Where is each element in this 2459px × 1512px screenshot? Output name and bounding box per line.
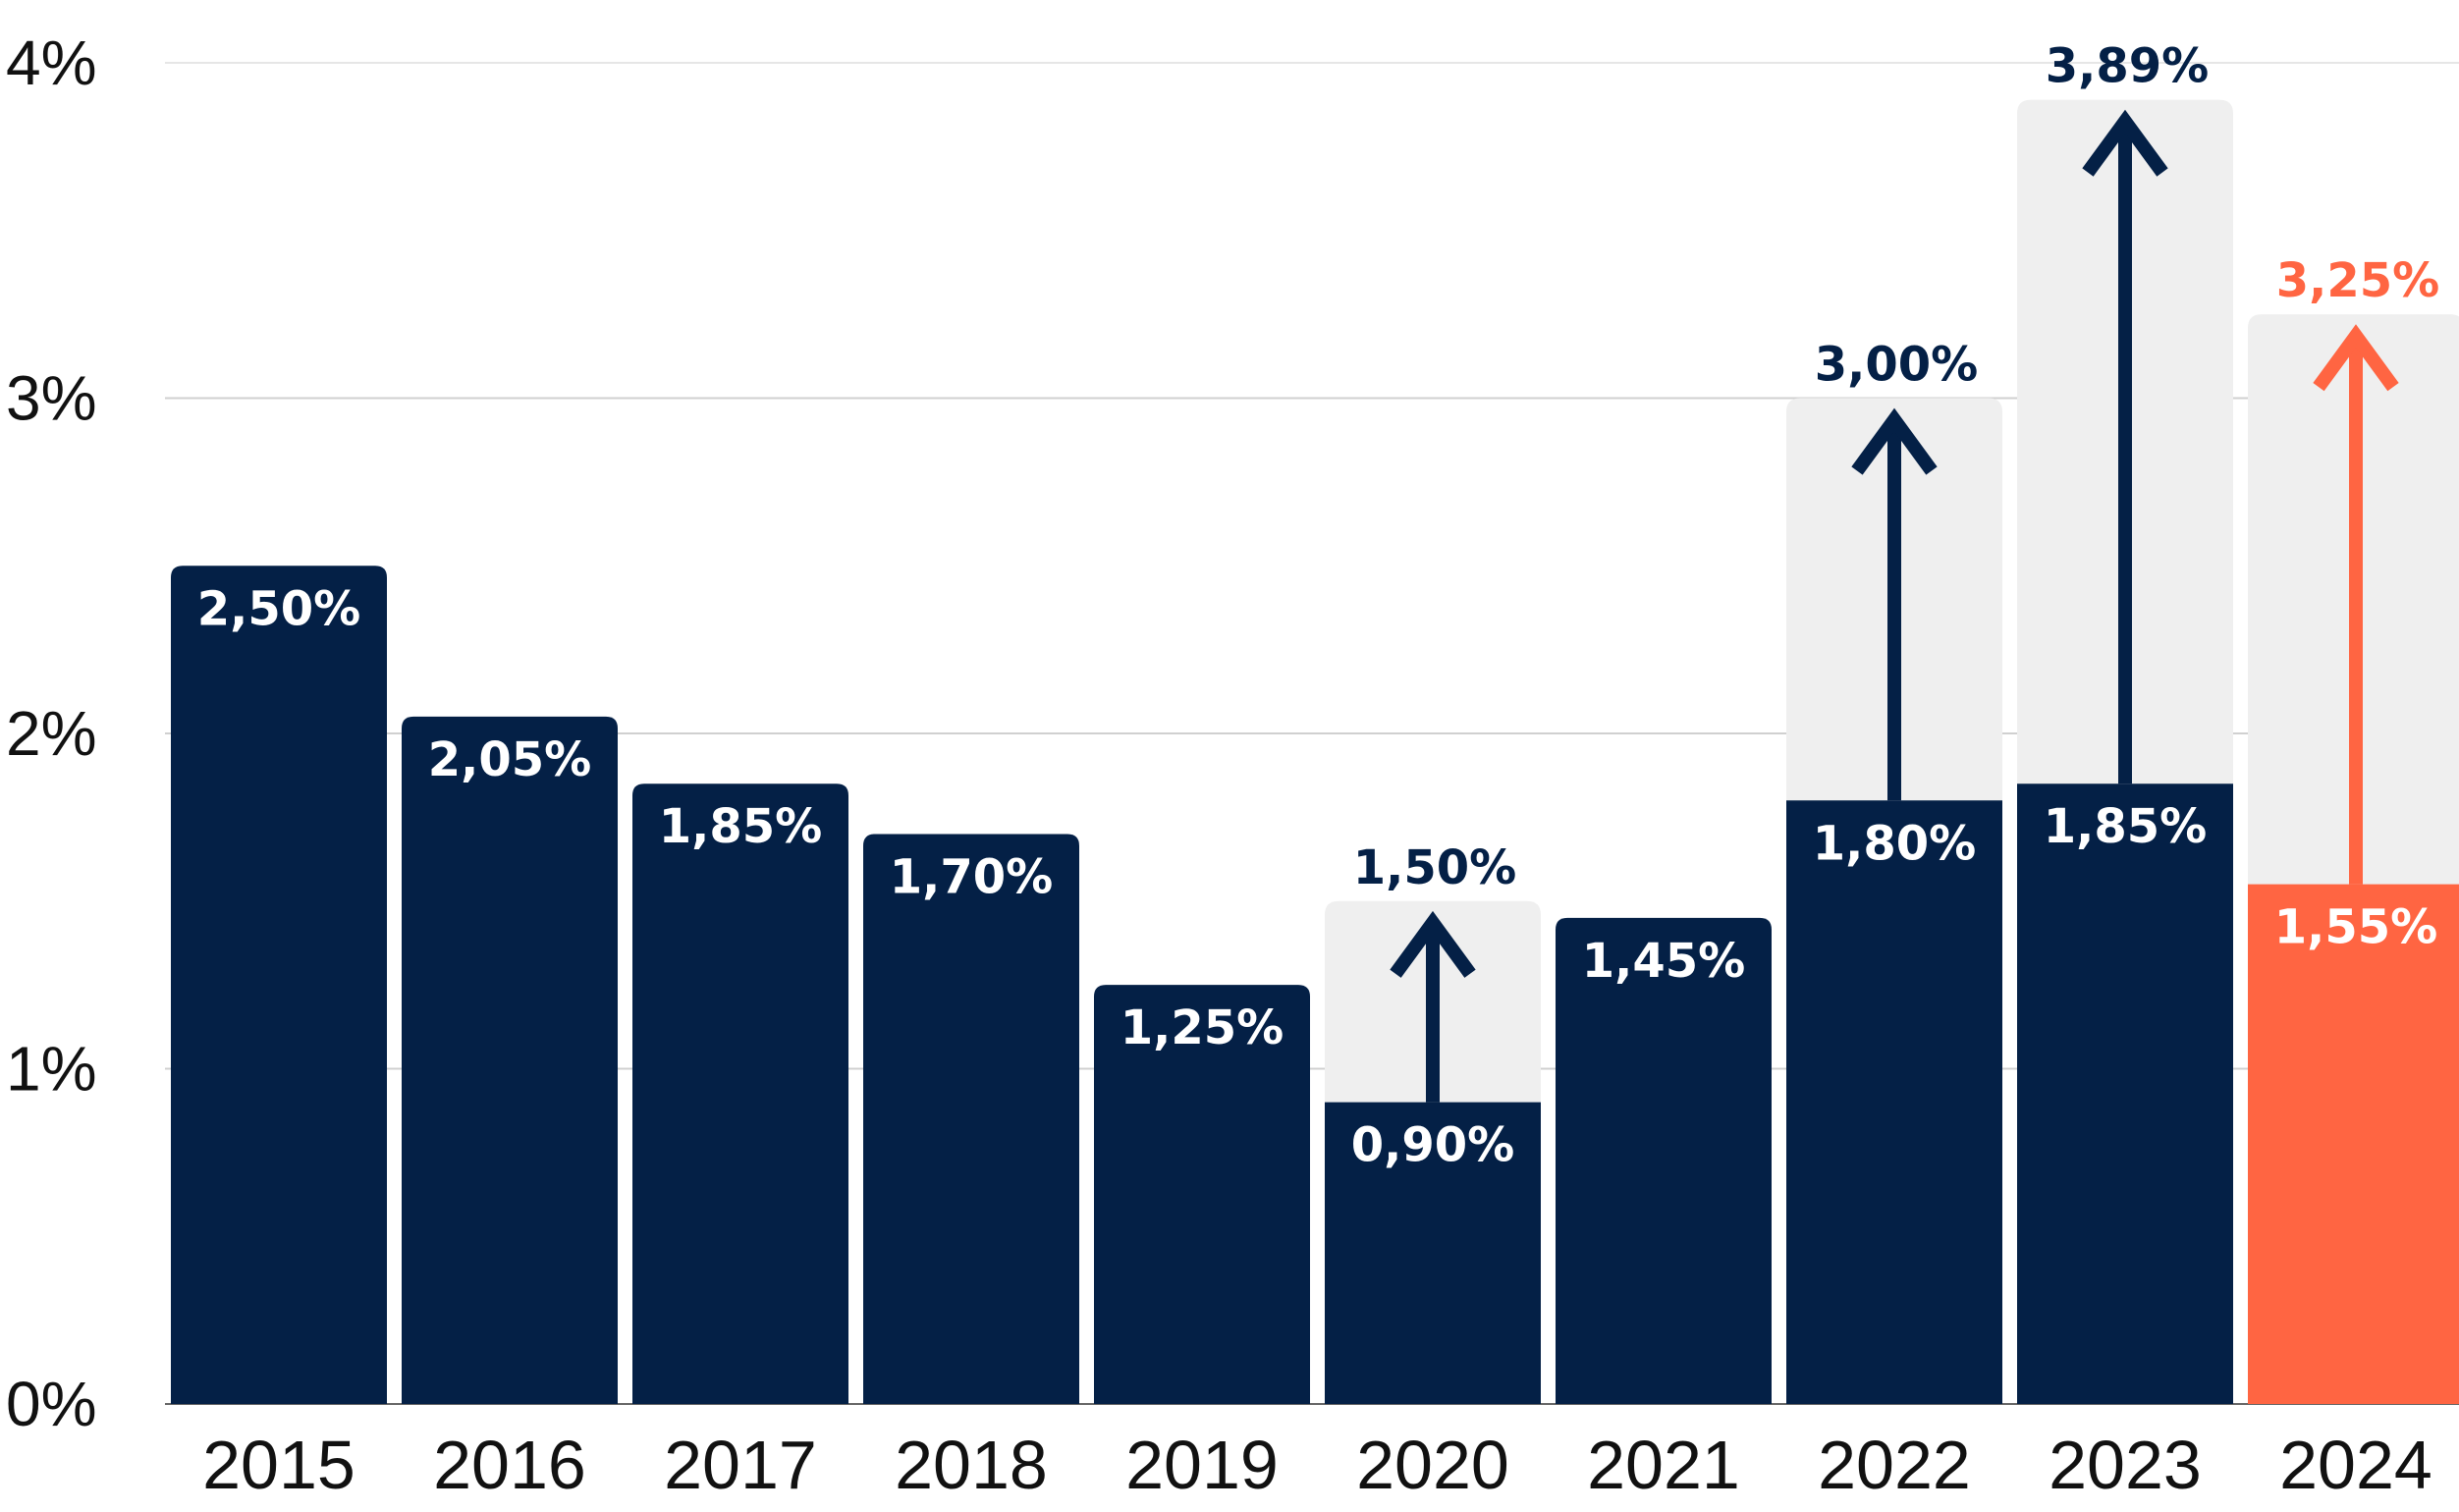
y-tick-label: 2% xyxy=(6,698,97,769)
target-arrows xyxy=(1390,109,2399,1103)
bar-2018 xyxy=(863,834,1079,1404)
y-tick-label: 0% xyxy=(6,1369,97,1439)
x-tick-label-2017: 2017 xyxy=(664,1427,817,1503)
x-tick-label-2022: 2022 xyxy=(1818,1427,1971,1503)
bar-value-label-2017: 1,85% xyxy=(659,799,823,854)
bar-2023 xyxy=(2017,783,2233,1404)
bar-2024 xyxy=(2248,884,2459,1404)
bar-value-label-2016: 2,05% xyxy=(428,732,592,787)
bar-value-label-2021: 1,45% xyxy=(1582,934,1746,989)
x-tick-label-2024: 2024 xyxy=(2279,1427,2432,1503)
bar-2019 xyxy=(1094,985,1310,1404)
bar-value-label-2022: 1,80% xyxy=(1813,816,1977,871)
bar-2022 xyxy=(1786,800,2002,1404)
x-tick-label-2018: 2018 xyxy=(895,1427,1048,1503)
y-axis: 0% 1% 2% 3% 4% xyxy=(6,27,97,1439)
bar-2021 xyxy=(1556,917,1772,1404)
x-tick-label-2020: 2020 xyxy=(1356,1427,1509,1503)
bars xyxy=(171,566,2459,1404)
y-tick-label: 3% xyxy=(6,363,97,434)
bar-value-label-2023: 1,85% xyxy=(2044,799,2208,854)
arrow-head-2022 xyxy=(1851,407,1938,475)
y-tick-label: 1% xyxy=(6,1034,97,1105)
target-label-2022: 3,00% xyxy=(1815,338,1979,393)
arrow-head-2020 xyxy=(1390,910,1476,978)
x-tick-label-2023: 2023 xyxy=(2049,1427,2202,1503)
target-label-2024: 3,25% xyxy=(2276,253,2440,308)
x-tick-label-2019: 2019 xyxy=(1125,1427,1279,1503)
x-tick-label-2015: 2015 xyxy=(202,1427,355,1503)
bar-2016 xyxy=(402,716,618,1404)
bar-value-label-2019: 1,25% xyxy=(1120,1000,1284,1055)
x-tick-label-2016: 2016 xyxy=(433,1427,586,1503)
target-label-2020: 1,50% xyxy=(1353,840,1517,895)
bar-value-label-2015: 2,50% xyxy=(197,581,361,636)
arrow-head-2023 xyxy=(2082,109,2168,177)
target-label-2023: 3,89% xyxy=(2046,39,2210,94)
bar-2020 xyxy=(1325,1102,1541,1404)
bar-value-label-2018: 1,70% xyxy=(890,849,1054,904)
bar-value-label-2024: 1,55% xyxy=(2274,900,2438,955)
arrow-head-2024 xyxy=(2313,324,2399,392)
bar-value-label-2020: 0,90% xyxy=(1351,1118,1515,1173)
data-labels: 2,50% 2,05% 1,85% 1,70% 1,25% 0,90% 1,50% 1,45%… xyxy=(197,39,2440,1173)
bar-2015 xyxy=(171,566,387,1404)
x-axis: 2015 2016 2017 2018 2019 2020 2021 2022 2023 2024 xyxy=(202,1427,2432,1503)
bar-2017 xyxy=(632,783,848,1404)
x-tick-label-2021: 2021 xyxy=(1587,1427,1740,1503)
y-tick-label: 4% xyxy=(6,27,97,98)
